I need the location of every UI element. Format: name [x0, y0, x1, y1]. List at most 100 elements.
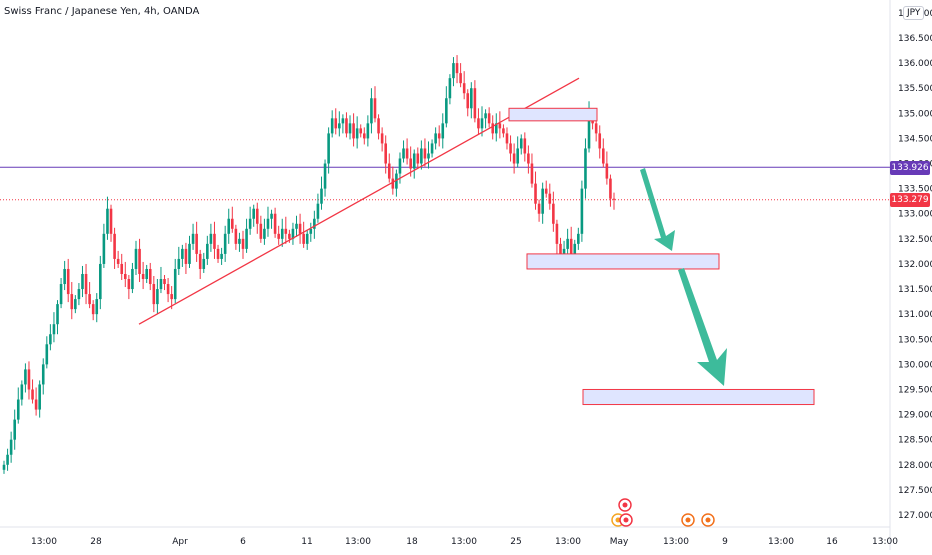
- x-tick-label: 13:00: [768, 537, 794, 547]
- candle: [537, 203, 541, 214]
- supply-zone: [508, 107, 598, 122]
- candle: [573, 243, 577, 254]
- candle: [295, 223, 298, 229]
- candle: [238, 238, 241, 244]
- candle: [370, 98, 373, 124]
- x-tick-label: 13:00: [872, 537, 898, 547]
- candle: [423, 148, 427, 159]
- candle: [402, 148, 405, 159]
- candle: [305, 233, 309, 244]
- candle: [519, 138, 523, 149]
- y-tick-label: 127.500: [898, 486, 932, 496]
- candle: [159, 279, 163, 290]
- candle: [91, 304, 95, 315]
- candle: [70, 294, 74, 310]
- y-tick-label: 133.000: [898, 210, 932, 220]
- candle: [270, 213, 273, 219]
- last-price-tag: 133.279: [890, 193, 930, 207]
- candle: [541, 188, 544, 214]
- candle: [170, 294, 173, 300]
- y-tick-label: 133.500: [898, 185, 932, 195]
- x-tick-label: 13:00: [663, 537, 689, 547]
- x-tick-label: 16: [826, 537, 838, 547]
- candle: [609, 178, 612, 199]
- candle: [302, 233, 305, 244]
- candle: [430, 143, 434, 154]
- candle: [163, 279, 166, 285]
- candle: [387, 163, 391, 179]
- candle: [77, 289, 81, 300]
- candle: [6, 454, 9, 465]
- symbol-legend[interactable]: Swiss Franc / Japanese Yen, 4h, OANDA: [4, 6, 200, 17]
- x-tick-label: 25: [510, 537, 521, 547]
- x-tick-label: 18: [406, 537, 418, 547]
- candle: [16, 399, 20, 420]
- candle: [427, 153, 430, 159]
- candle: [216, 248, 220, 259]
- candle: [27, 369, 31, 390]
- y-tick-label: 131.000: [898, 310, 932, 320]
- currency-badge[interactable]: JPY: [903, 6, 925, 20]
- y-tick-label: 135.500: [898, 84, 932, 94]
- candle: [156, 289, 159, 305]
- candle: [291, 228, 295, 239]
- candle: [13, 419, 17, 440]
- candle: [9, 439, 13, 455]
- candle: [338, 123, 341, 129]
- candle: [452, 63, 455, 79]
- x-tick-label: 13:00: [31, 537, 57, 547]
- y-tick-label: 129.500: [898, 385, 932, 395]
- candle: [266, 218, 270, 229]
- candle: [66, 268, 70, 295]
- y-tick-label: 136.500: [898, 34, 932, 44]
- candle: [145, 268, 148, 280]
- candle: [184, 248, 188, 264]
- candle: [74, 299, 77, 310]
- candle: [220, 253, 223, 259]
- candle: [234, 228, 238, 244]
- x-tick-label: Apr: [172, 537, 188, 547]
- candle: [259, 223, 263, 239]
- candle: [601, 148, 605, 164]
- candle: [384, 143, 387, 164]
- candle: [462, 83, 466, 94]
- event-marker-2-dot: [615, 517, 621, 523]
- candle: [330, 118, 334, 134]
- candle: [181, 248, 184, 259]
- event-marker-5-dot: [705, 517, 711, 523]
- candle: [577, 233, 580, 244]
- candle: [152, 284, 156, 305]
- candle: [605, 163, 609, 179]
- candle: [594, 123, 598, 134]
- candle: [113, 233, 116, 259]
- candle: [566, 238, 569, 249]
- x-tick-label: 13:00: [555, 537, 581, 547]
- candle: [273, 213, 277, 234]
- candle: [24, 369, 27, 385]
- candle: [466, 93, 470, 109]
- x-tick-label: 13:00: [451, 537, 477, 547]
- candle: [494, 123, 498, 134]
- candle: [552, 203, 555, 224]
- candle: [441, 123, 445, 139]
- x-tick-label: 13:00: [345, 537, 371, 547]
- candle: [398, 158, 402, 174]
- candle: [284, 228, 288, 234]
- candle: [245, 228, 248, 249]
- candle: [584, 148, 587, 189]
- x-tick-label: 6: [240, 537, 246, 547]
- candle: [366, 123, 370, 139]
- trendline: [138, 77, 580, 325]
- candle: [544, 188, 548, 194]
- candle: [134, 248, 138, 269]
- projection-arrow-2: [678, 268, 727, 386]
- candle: [38, 384, 41, 410]
- candle: [405, 148, 409, 159]
- y-tick-label: 130.500: [898, 335, 932, 345]
- target-zone-1: [526, 253, 720, 270]
- candle: [99, 263, 102, 300]
- candle: [598, 133, 602, 149]
- candle: [255, 208, 259, 224]
